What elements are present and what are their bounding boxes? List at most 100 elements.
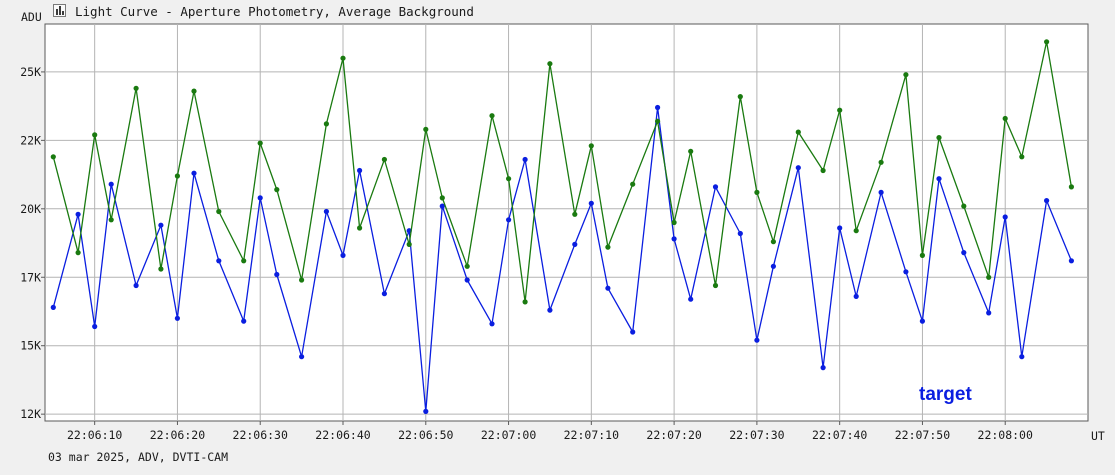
data-point <box>381 291 387 297</box>
data-point <box>108 181 114 187</box>
series-line <box>52 41 1073 303</box>
data-point <box>936 176 942 182</box>
data-point <box>1019 154 1025 160</box>
x-axis-ticks: 22:06:10 22:06:20 22:06:30 22:06:40 22:06:50… <box>67 421 1033 442</box>
data-point <box>737 230 743 237</box>
data-point <box>588 200 594 206</box>
data-point <box>853 293 859 299</box>
data-point <box>357 225 363 231</box>
data-point <box>439 195 445 201</box>
data-point <box>174 315 180 321</box>
x-tick-label: 22:07:00 <box>481 428 536 442</box>
data-point <box>489 113 495 119</box>
y-tick-label: 20K <box>20 202 41 216</box>
x-tick-label: 22:07:20 <box>646 428 701 442</box>
data-point <box>464 263 470 269</box>
data-point <box>605 285 611 291</box>
data-point <box>464 277 470 283</box>
data-point <box>795 129 801 135</box>
data-point <box>299 354 305 360</box>
data-point <box>92 323 98 330</box>
data-point <box>961 250 967 256</box>
y-tick-label: 15K <box>20 339 41 353</box>
data-point <box>547 307 553 313</box>
x-tick-label: 22:07:50 <box>895 428 950 442</box>
data-point <box>1068 258 1074 264</box>
data-point <box>630 181 636 187</box>
data-point <box>1019 354 1025 360</box>
data-point <box>986 310 992 316</box>
data-point <box>357 167 363 174</box>
data-point <box>174 173 180 179</box>
data-point <box>216 258 222 264</box>
target-annotation: target <box>919 384 972 405</box>
data-point <box>257 140 263 146</box>
x-tick-label: 22:06:20 <box>150 428 205 442</box>
data-point <box>820 365 826 371</box>
grid-lines <box>45 24 1088 421</box>
data-point <box>961 203 967 209</box>
data-point <box>655 104 661 111</box>
data-point <box>158 222 164 228</box>
data-point <box>605 244 611 250</box>
data-point <box>439 203 445 209</box>
data-point <box>381 156 387 163</box>
data-point <box>522 299 528 305</box>
data-point <box>423 408 429 414</box>
data-point <box>216 208 222 215</box>
series-2 <box>50 39 1074 305</box>
data-point <box>108 217 114 223</box>
data-point <box>770 263 777 269</box>
y-tick-label: 25K <box>20 65 41 79</box>
data-point <box>572 241 578 247</box>
data-point <box>853 228 859 234</box>
y-tick-label: 22K <box>20 133 41 147</box>
chart-app-icon[interactable] <box>53 4 66 17</box>
data-point <box>406 241 412 247</box>
data-point <box>1002 115 1008 122</box>
x-axis-label: UT <box>1091 429 1105 443</box>
x-tick-label: 22:06:50 <box>398 428 453 442</box>
data-point <box>323 121 329 127</box>
data-point <box>92 132 98 138</box>
data-point <box>133 85 139 91</box>
data-point <box>936 135 942 141</box>
data-point <box>522 156 528 163</box>
data-point <box>820 167 826 174</box>
x-tick-label: 22:06:30 <box>233 428 288 442</box>
y-axis-label: ADU <box>21 10 42 24</box>
plot-frame <box>44 23 1089 422</box>
data-point <box>903 269 909 275</box>
data-point <box>133 282 139 289</box>
data-point <box>878 189 884 195</box>
data-point <box>506 176 512 182</box>
data-point <box>241 318 247 324</box>
data-point <box>158 266 164 272</box>
data-point <box>340 252 346 258</box>
y-tick-label: 12K <box>20 407 41 421</box>
data-point <box>423 126 429 132</box>
y-axis-ticks: 12K 15K 17K 20K 22K 25K <box>20 65 45 421</box>
data-point <box>274 187 280 193</box>
data-point <box>299 277 305 283</box>
chart-title: Light Curve - Aperture Photometry, Avera… <box>75 4 474 19</box>
data-point <box>506 217 512 223</box>
data-point <box>340 55 346 61</box>
data-point <box>547 61 553 67</box>
footer-info: 03 mar 2025, ADV, DVTI-CAM <box>48 450 229 464</box>
data-point <box>75 211 81 217</box>
data-point <box>1044 198 1050 204</box>
plot-area <box>44 23 1089 422</box>
data-point <box>257 195 263 201</box>
data-point <box>837 225 843 231</box>
data-point <box>903 72 909 78</box>
x-tick-label: 22:07:40 <box>812 428 867 442</box>
x-tick-label: 22:06:40 <box>315 428 370 442</box>
data-point <box>191 170 197 176</box>
data-point <box>323 208 329 215</box>
data-point <box>754 189 760 195</box>
y-tick-label: 17K <box>20 270 41 284</box>
data-point <box>50 154 56 160</box>
series-layer <box>50 39 1074 414</box>
